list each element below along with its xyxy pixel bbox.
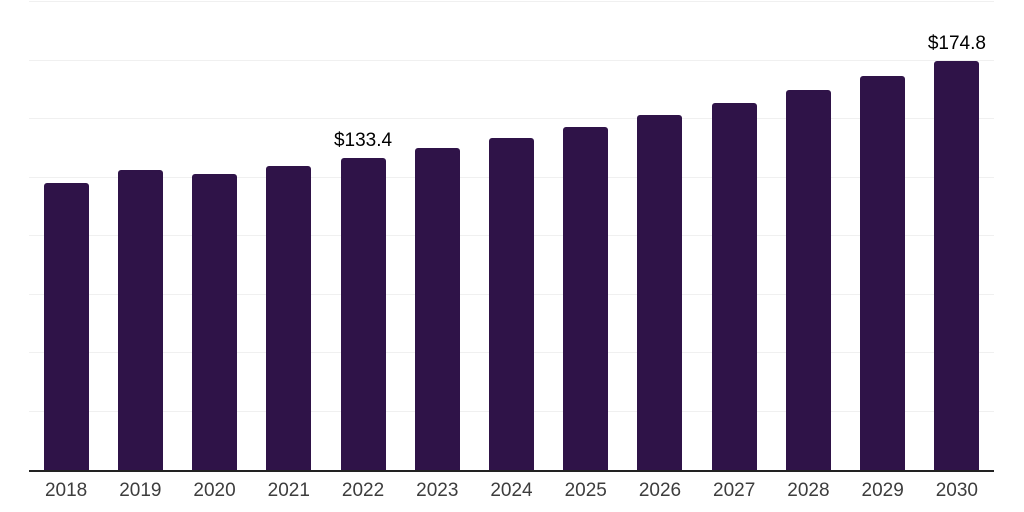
plot-area: $133.4 $174.8 (29, 0, 994, 472)
x-tick-label-2030: 2030 (935, 480, 979, 501)
x-tick-label-2023: 2023 (416, 480, 459, 501)
bar-2027 (711, 102, 757, 470)
gridline-175 (29, 59, 994, 61)
x-tick-label-2026: 2026 (638, 480, 682, 501)
x-tick-label-2027: 2027 (713, 480, 756, 501)
bar-2022 (340, 157, 386, 470)
x-axis: 2018 2019 2020 2021 2022 2023 2024 2025 2026 2027… (29, 480, 994, 507)
bar-2029 (860, 76, 906, 470)
bar-2024 (489, 138, 534, 470)
gridline-200 (29, 1, 994, 2)
x-axis-line (29, 470, 994, 472)
x-tick-label-2025: 2025 (564, 480, 607, 501)
x-tick-label-2022: 2022 (341, 480, 385, 501)
data-label-2030: $174.8 (927, 32, 986, 54)
bar-2018 (43, 183, 89, 470)
bar-2021 (266, 165, 312, 470)
x-tick-label-2020: 2020 (193, 480, 236, 501)
x-tick-label-2028: 2028 (787, 480, 830, 501)
x-tick-label-2019: 2019 (119, 480, 162, 501)
gridline-150 (29, 118, 994, 119)
x-tick-label-2021: 2021 (267, 480, 310, 501)
data-label-2022: $133.4 (333, 129, 393, 151)
x-tick-label-2029: 2029 (861, 480, 904, 501)
bar-2030 (934, 60, 980, 470)
bar-2019 (117, 170, 163, 470)
x-tick-label-2018: 2018 (44, 480, 88, 501)
bar-2020 (192, 174, 238, 470)
bar-2025 (563, 127, 609, 470)
bar-2028 (785, 90, 831, 470)
bar-2023 (414, 148, 460, 470)
x-tick-label-2024: 2024 (490, 480, 533, 501)
bar-2026 (637, 115, 683, 470)
